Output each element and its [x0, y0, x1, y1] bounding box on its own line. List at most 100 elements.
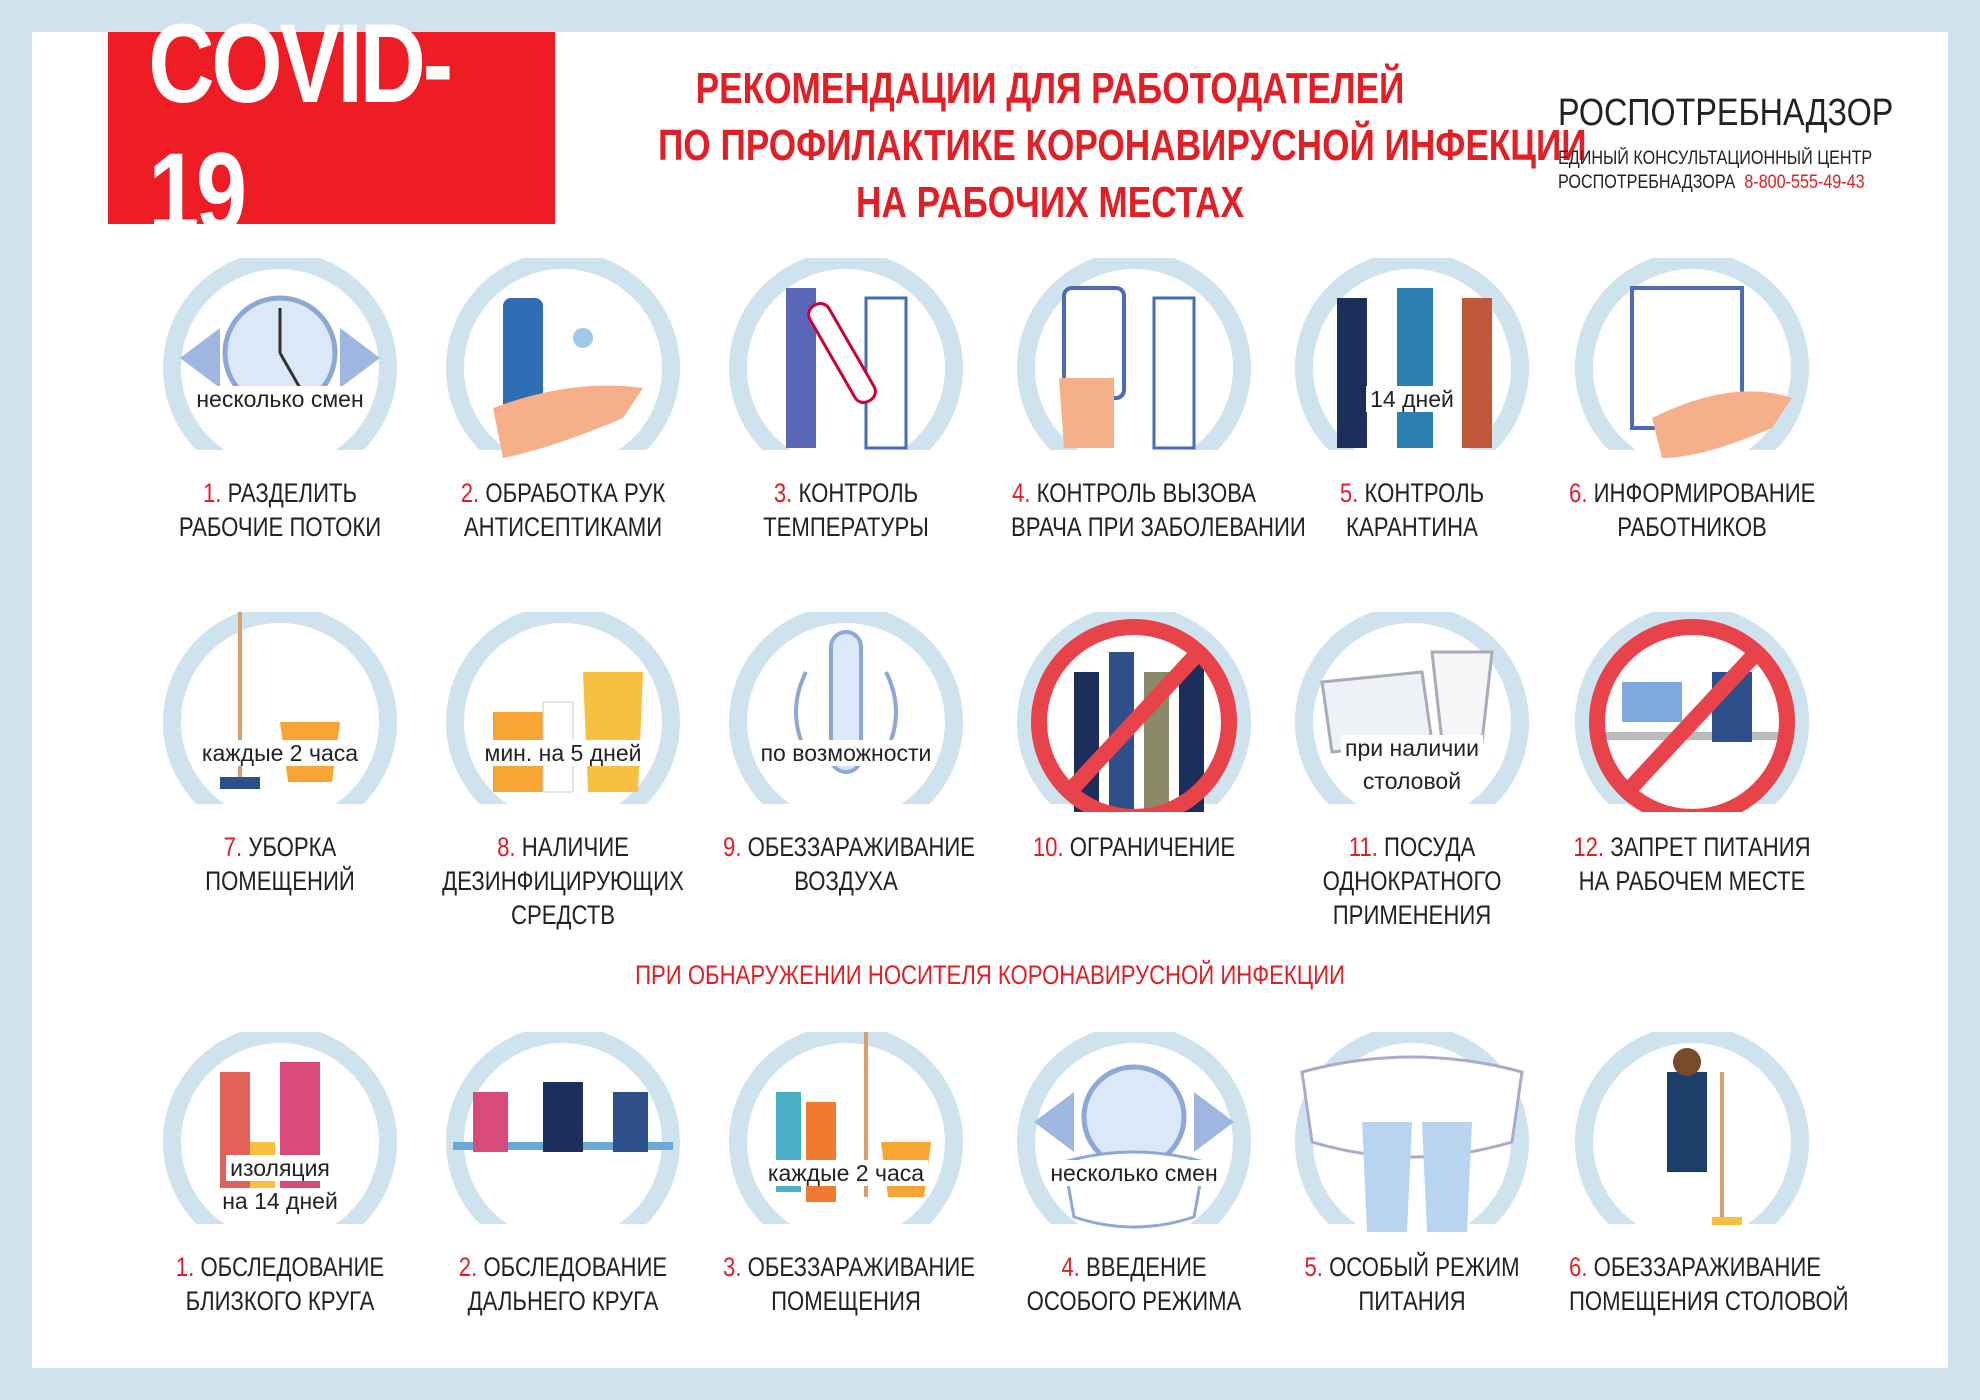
poster-hand-icon: [1562, 258, 1822, 458]
mop-bucket-icon: каждые 2 часа: [150, 612, 410, 812]
ring-decoration: [729, 1032, 963, 1224]
ring-decoration: [729, 612, 963, 804]
item-number: 4.: [1011, 478, 1031, 508]
illustration: [1295, 1032, 1529, 1232]
icon-art: [1059, 286, 1196, 450]
item-label: ПИТАНИЯ: [1358, 1286, 1466, 1316]
illustration: [1017, 1032, 1251, 1229]
item-label: УБОРКА: [248, 832, 337, 862]
item-label: ОСОБОГО РЕЖИМА: [1026, 1286, 1242, 1316]
illustration: [1575, 258, 1809, 458]
icon-art: [1337, 288, 1492, 448]
item-title: 4. КОНТРОЛЬ ВЫЗОВА ВРАЧА ПРИ ЗАБОЛЕВАНИИ: [1011, 476, 1306, 544]
logo-text: COVID-19: [148, 1, 453, 255]
disposable-dishes-icon: при наличии столовой: [1282, 612, 1542, 812]
recommendation-item: 6. ОБЕЗЗАРАЖИВАНИЕ ПОМЕЩЕНИЯ СТОЛОВОЙ: [1542, 1032, 1849, 1318]
ring-decoration: [1017, 1032, 1251, 1224]
item-title: 6. ОБЕЗЗАРАЖИВАНИЕ ПОМЕЩЕНИЯ СТОЛОВОЙ: [1569, 1250, 1849, 1318]
item-label: ТЕМПЕРАТУРЫ: [763, 512, 929, 542]
icon-caption: несколько смен: [1004, 1157, 1264, 1190]
item-label: ВВЕДЕНИЕ: [1085, 1252, 1207, 1282]
item-number: 10.: [1032, 832, 1064, 862]
item-number: 1.: [175, 1252, 195, 1282]
clock-mask-icon: несколько смен: [1004, 1032, 1264, 1232]
ring-decoration: [1575, 258, 1809, 450]
item-label: ВОЗДУХА: [794, 866, 898, 896]
item-label: ОБСЛЕДОВАНИЕ: [483, 1252, 668, 1282]
item-label: БЛИЗКОГО КРУГА: [185, 1286, 375, 1316]
alert-heading: ПРИ ОБНАРУЖЕНИИ НОСИТЕЛЯ КОРОНАВИРУСНОЙ …: [635, 960, 1345, 990]
item-title: 6. ИНФОРМИРОВАНИЕ РАБОТНИКОВ: [1569, 476, 1815, 544]
item-title: 1. РАЗДЕЛИТЬ РАБОЧИЕ ПОТОКИ: [157, 476, 403, 544]
item-label: НА РАБОЧЕМ МЕСТЕ: [1578, 866, 1806, 896]
ring-decoration: [1295, 1032, 1529, 1224]
recommendation-item: 4. КОНТРОЛЬ ВЫЗОВА ВРАЧА ПРИ ЗАБОЛЕВАНИИ: [984, 258, 1306, 544]
disinfectant-gloves-icon: мин. на 5 дней: [433, 612, 693, 812]
item-title: 11. ПОСУДА ОДНОКРАТНОГО ПРИМЕНЕНИЯ: [1289, 830, 1535, 932]
icon-caption: 14 дней: [1282, 383, 1542, 416]
caption-text: несколько смен: [1046, 1160, 1222, 1186]
icon-caption: несколько смен: [150, 383, 410, 416]
illustration: [729, 258, 963, 450]
illustration: [1017, 258, 1251, 450]
item-label: КАРАНТИНА: [1346, 512, 1478, 542]
recommendation-item: 10. ОГРАНИЧЕНИЕ: [984, 612, 1284, 864]
item-label: НАЛИЧИЕ: [521, 832, 629, 862]
ring-decoration: [163, 258, 397, 450]
icon-art: [1300, 1055, 1524, 1232]
ring-decoration: [446, 612, 680, 804]
recommendation-item: по возможности 9. ОБЕЗЗАРАЖИВАНИЕ ВОЗДУХА: [696, 612, 996, 898]
illustration: [729, 612, 963, 804]
recommendation-item: мин. на 5 дней 8. НАЛИЧИЕ ДЕЗИНФИЦИРУЮЩИХ…: [413, 612, 713, 932]
illustration: [163, 612, 397, 804]
item-title: 7. УБОРКА ПОМЕЩЕНИЙ: [157, 830, 403, 898]
title-line: РЕКОМЕНДАЦИИ ДЛЯ РАБОТОДАТЕЛЕЙ: [695, 64, 1405, 113]
illustration: [1017, 612, 1251, 812]
item-title: 8. НАЛИЧИЕ ДЕЗИНФИЦИРУЮЩИХ СРЕДСТВ: [440, 830, 686, 932]
ring-decoration: [1017, 612, 1251, 804]
recommendation-item: 3. КОНТРОЛЬ ТЕМПЕРАТУРЫ: [696, 258, 996, 544]
item-label: РАБОЧИЕ ПОТОКИ: [178, 512, 382, 542]
item-title: 2. ОБРАБОТКА РУК АНТИСЕПТИКАМИ: [440, 476, 686, 544]
family-icon: изоляция на 14 дней: [150, 1032, 410, 1232]
icon-art: [1034, 1064, 1234, 1229]
air-purifier-icon: по возможности: [716, 612, 976, 812]
item-title: 3. ОБЕЗЗАРАЖИВАНИЕ ПОМЕЩЕНИЯ: [723, 1250, 975, 1318]
item-label: ИНФОРМИРОВАНИЕ: [1593, 478, 1816, 508]
item-number: 6.: [1569, 1252, 1588, 1282]
item-label: АНТИСЕПТИКАМИ: [463, 512, 663, 542]
item-label: КОНТРОЛЬ ВЫЗОВА: [1036, 478, 1257, 508]
illustration: [163, 258, 397, 450]
illustration: [729, 1032, 963, 1224]
org-block: РОСПОТРЕБНАДЗОР ЕДИНЫЙ КОНСУЛЬТАЦИОННЫЙ …: [1558, 92, 1898, 195]
icon-caption: по возможности: [716, 737, 976, 770]
item-title: 5. ОСОБЫЙ РЕЖИМ ПИТАНИЯ: [1289, 1250, 1535, 1318]
cleaning-supplies-icon: каждые 2 часа: [716, 1032, 976, 1232]
item-label: ОБЕЗЗАРАЖИВАНИЕ: [1593, 1252, 1822, 1282]
item-title: 4. ВВЕДЕНИЕ ОСОБОГО РЕЖИМА: [1011, 1250, 1257, 1318]
ring-decoration: [163, 1032, 397, 1224]
item-number: 9.: [723, 832, 742, 862]
item-label: ДАЛЬНЕГО КРУГА: [467, 1286, 659, 1316]
ring-decoration: [1575, 612, 1809, 804]
clock-arrows-icon: несколько смен: [150, 258, 410, 458]
recommendation-item: 2. ОБРАБОТКА РУК АНТИСЕПТИКАМИ: [413, 258, 713, 544]
icon-caption: каждые 2 часа: [150, 737, 410, 770]
thermometer-people-icon: [716, 258, 976, 458]
illustration: [446, 1032, 680, 1224]
item-number: 5.: [1339, 478, 1359, 508]
meeting-icon: [433, 1032, 693, 1232]
icon-caption: каждые 2 часа: [716, 1157, 976, 1190]
item-title: 9. ОБЕЗЗАРАЖИВАНИЕ ВОЗДУХА: [723, 830, 975, 898]
item-label: ОСОБЫЙ РЕЖИМ: [1329, 1252, 1520, 1282]
icon-art: [493, 672, 643, 793]
caption-text: мин. на 5 дней: [480, 740, 646, 766]
recommendation-item: 5. ОСОБЫЙ РЕЖИМ ПИТАНИЯ: [1262, 1032, 1562, 1318]
item-label: ОБЕЗЗАРАЖИВАНИЕ: [747, 1252, 976, 1282]
item-label: ПРИМЕНЕНИЯ: [1332, 900, 1492, 930]
item-title: 10. ОГРАНИЧЕНИЕ: [1011, 830, 1257, 864]
item-label: ОБСЛЕДОВАНИЕ: [200, 1252, 385, 1282]
item-label: ПОМЕЩЕНИЙ: [205, 866, 355, 896]
item-label: РАЗДЕЛИТЬ: [227, 478, 358, 508]
item-number: 6.: [1569, 478, 1588, 508]
